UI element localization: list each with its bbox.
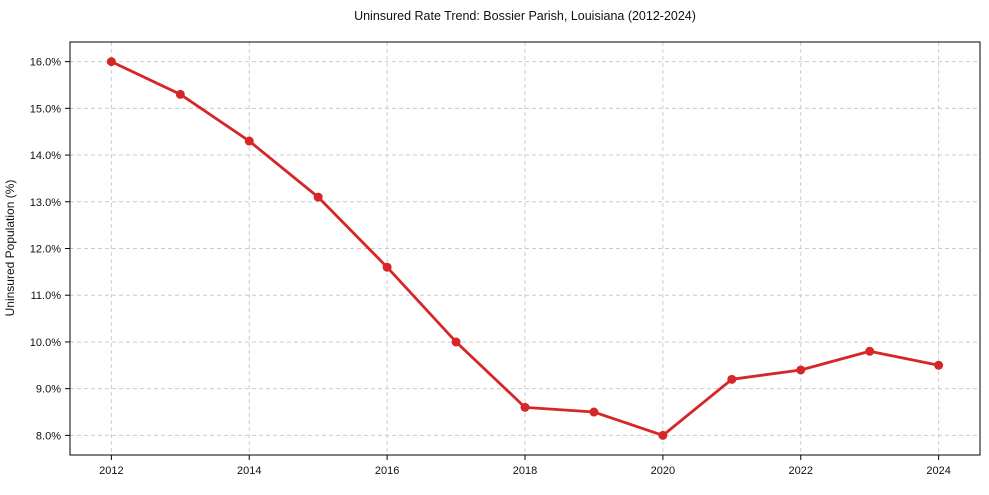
x-tick-label: 2024 [926, 465, 950, 477]
data-point [589, 407, 599, 417]
data-point [451, 337, 461, 347]
data-point [520, 402, 530, 412]
x-tick-label: 2016 [375, 465, 399, 477]
x-tick-label: 2012 [99, 465, 123, 477]
y-tick-label: 11.0% [31, 290, 62, 302]
x-tick-label: 2018 [513, 465, 537, 477]
y-tick-label: 14.0% [30, 150, 61, 162]
y-tick-label: 16.0% [30, 57, 61, 69]
y-tick-label: 12.0% [30, 244, 61, 256]
y-tick-label: 9.0% [36, 384, 61, 396]
data-point [727, 374, 737, 384]
data-point [382, 262, 392, 272]
plot-area: 2012 2014 2016 2018 2020 2022 2024 8.0% 9.0% 10.0… [30, 41, 981, 477]
x-tick-label: 2014 [237, 465, 261, 477]
y-tick-label: 8.0% [36, 430, 61, 442]
y-tick-label: 10.0% [30, 337, 61, 349]
data-point [934, 360, 944, 370]
data-point [796, 365, 806, 375]
data-point [175, 89, 185, 99]
y-tick-label: 15.0% [30, 103, 61, 115]
data-point [106, 57, 116, 67]
data-point [313, 192, 323, 202]
y-tick-label: 13.0% [30, 197, 61, 209]
y-axis-label: Uninsured Population (%) [3, 180, 17, 317]
x-tick-label: 2020 [651, 465, 675, 477]
data-point [658, 430, 668, 440]
data-point [244, 136, 254, 146]
chart-title: Uninsured Rate Trend: Bossier Parish, Lo… [354, 9, 696, 23]
data-point [865, 346, 875, 356]
x-tick-label: 2022 [789, 465, 813, 477]
